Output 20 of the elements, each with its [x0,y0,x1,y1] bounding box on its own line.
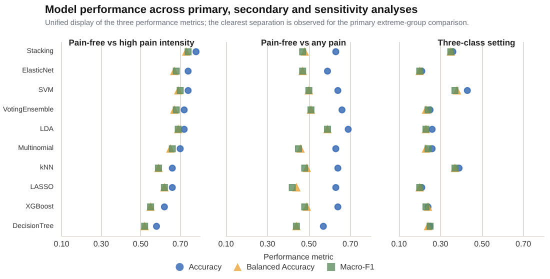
x-tick-label: 0.70 [342,240,359,248]
text: Model performance across primary, secondary and sensitivity analyses [45,4,418,16]
chart-title: Pain-free vs any pain [260,38,346,48]
chart-title: Three-class setting [438,38,516,48]
legend-label: Macro-F1 [340,262,375,272]
x-tick-label: 0.50 [301,240,318,248]
x-tick-label: 0.10 [391,240,408,248]
legend-label: Accuracy [188,262,222,272]
legend-label: Balanced Accuracy [246,262,315,272]
x-tick-label: 0.50 [132,240,150,248]
x-tick-label: 0.70 [515,240,532,248]
x-axis-title: Performance metric [264,252,334,262]
x-tick-label: 0.30 [432,240,449,248]
x-tick-label: 0.30 [93,240,110,248]
x-tick-label: 0.70 [172,240,189,248]
x-tick-label: 0.30 [260,240,276,248]
x-tick-label: 0.10 [54,240,70,248]
x-tick-label: 0.10 [218,240,234,248]
x-tick-label: 0.50 [474,240,490,248]
chart-title: Pain-free vs high pain intensity [68,38,195,48]
